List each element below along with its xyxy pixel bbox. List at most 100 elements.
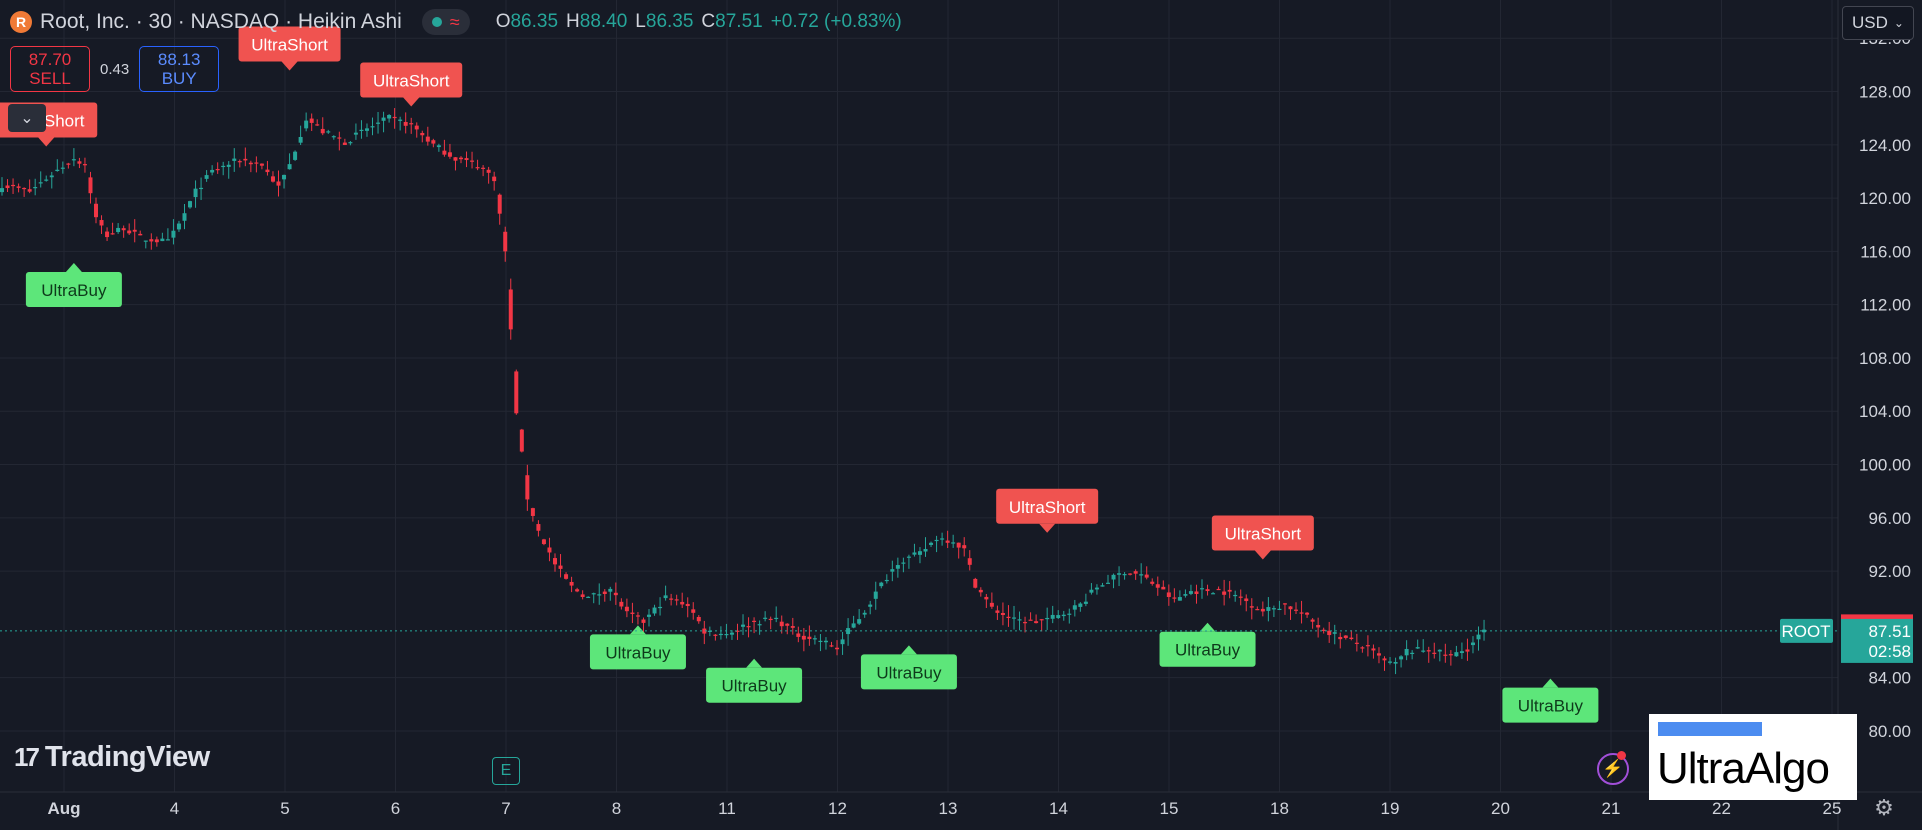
signal-label-box (589, 634, 686, 670)
candle (1067, 613, 1072, 615)
sell-button[interactable]: 87.70 SELL (10, 46, 90, 92)
x-tick-label: 12 (828, 799, 847, 818)
candle (1294, 609, 1299, 611)
candle (514, 371, 519, 414)
candle (348, 142, 353, 144)
signal-pointer (1254, 550, 1271, 560)
candle (558, 565, 563, 569)
visibility-toggle[interactable]: ≈ (421, 9, 470, 35)
candle (486, 169, 491, 173)
signal-label-text: UltraBuy (1175, 641, 1241, 660)
grid-lines (0, 0, 1838, 792)
tradingview-wordmark: TradingView (44, 741, 210, 773)
candle (1050, 614, 1055, 619)
change-value: +0.72 (+0.83%) (770, 11, 902, 32)
candle (105, 231, 110, 238)
candle (741, 624, 746, 627)
candle (143, 240, 148, 242)
candle (1260, 608, 1265, 612)
candle (929, 542, 934, 545)
candle (282, 174, 287, 180)
candle (658, 606, 663, 609)
candle (165, 239, 170, 241)
candle (796, 633, 801, 637)
candle (707, 630, 712, 632)
notification-dot (1617, 751, 1626, 760)
signal-label-text: UltraShort (251, 36, 328, 55)
candle (265, 169, 270, 173)
candle (33, 187, 38, 189)
candle (293, 151, 298, 160)
candle (364, 128, 369, 131)
candle (492, 176, 497, 182)
candle (851, 623, 856, 628)
candle (873, 591, 878, 599)
candle (906, 556, 911, 558)
candle (685, 603, 690, 607)
ohlc-values: O86.35 H88.40 L86.35 C87.51 +0.72 (+0.83… (495, 11, 902, 32)
symbol-title[interactable]: Root, Inc. · 30 · NASDAQ · Heikin Ashi (40, 10, 402, 33)
buy-button[interactable]: 88.13 BUY (139, 46, 220, 92)
signal-label-text: UltraBuy (41, 281, 107, 300)
candle (680, 601, 685, 605)
candle (1227, 589, 1232, 592)
x-tick-label: Aug (47, 799, 80, 818)
candle (5, 185, 10, 189)
candle (436, 145, 441, 148)
candle (868, 604, 873, 607)
candle (1454, 652, 1459, 657)
candle (1271, 608, 1276, 610)
candle (1470, 642, 1475, 646)
candle (752, 620, 757, 622)
sell-price: 87.70 (28, 50, 72, 69)
candle (94, 203, 99, 218)
candle (1039, 619, 1044, 621)
candle (359, 129, 364, 131)
candle (188, 201, 193, 208)
candle (88, 177, 93, 194)
candle (453, 157, 458, 161)
candle (215, 169, 220, 171)
candle (1111, 574, 1116, 580)
gear-icon[interactable]: ⚙ (1874, 795, 1894, 820)
candle (613, 592, 618, 596)
candle (387, 115, 392, 119)
candle (304, 120, 309, 129)
candle (121, 228, 126, 231)
candle (1249, 606, 1254, 608)
candle (1100, 585, 1105, 587)
currency-select[interactable]: USD ⌄ (1842, 6, 1914, 40)
lightning-icon[interactable]: ⚡ (1597, 753, 1629, 785)
market-status-icon (431, 17, 442, 27)
candle (431, 140, 436, 144)
candle (1376, 653, 1381, 656)
signal-label-box (360, 62, 463, 98)
candle (1188, 591, 1193, 594)
candle (1343, 635, 1348, 638)
candle (1089, 589, 1094, 593)
signal-label-text: UltraShort (1225, 524, 1302, 543)
candle (398, 119, 403, 121)
candle (774, 617, 779, 620)
candle (1316, 625, 1321, 628)
candles (0, 108, 1487, 675)
candle (154, 239, 159, 243)
candle (1371, 648, 1376, 651)
x-tick-label: 7 (501, 799, 510, 818)
candle (647, 614, 652, 617)
candle (564, 574, 569, 579)
tradingview-logo[interactable]: 17 TradingView (14, 741, 210, 774)
x-tick-label: 4 (170, 799, 179, 818)
signal-pointer (746, 658, 763, 668)
candle (248, 162, 253, 165)
collapse-legend-button[interactable]: ⌄ (8, 104, 46, 132)
earnings-icon[interactable]: E (492, 757, 520, 785)
candle (1426, 650, 1431, 652)
y-tick-label: 96.00 (1868, 509, 1911, 528)
candle (630, 612, 635, 614)
candle (298, 136, 303, 143)
candle (619, 601, 624, 607)
candle (602, 591, 607, 595)
candle (392, 116, 397, 119)
